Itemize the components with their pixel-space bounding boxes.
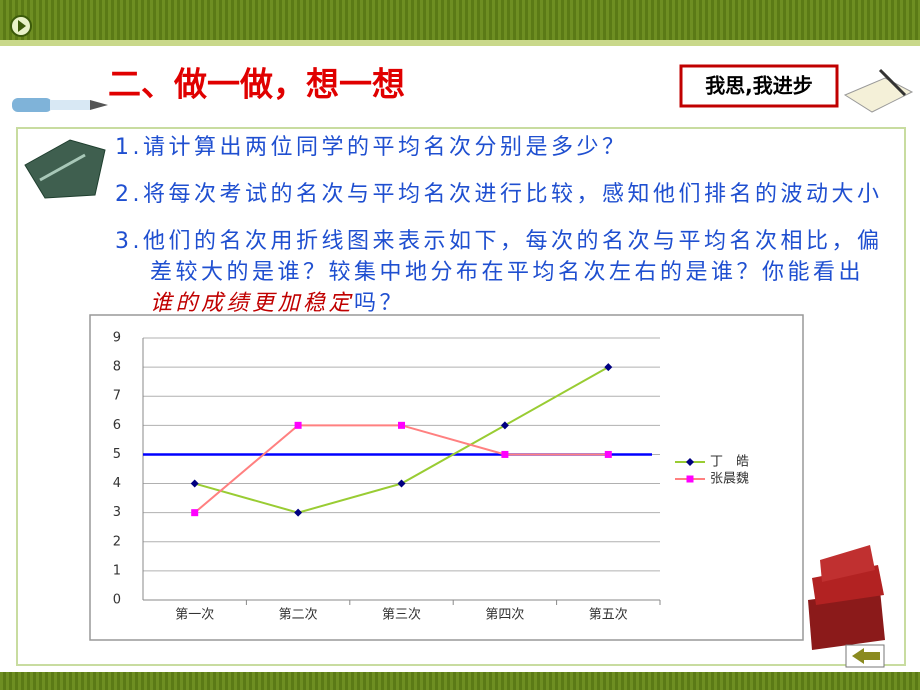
question-line: 3.他们的名次用折线图来表示如下，每次的名次与平均名次相比，偏 xyxy=(115,229,883,254)
question-line: 差较大的是谁？较集中地分布在平均名次左右的是谁？你能看出 xyxy=(150,260,864,285)
y-tick-label: 8 xyxy=(113,360,121,375)
question-number: 2. xyxy=(115,182,143,207)
question-text: 吗？ xyxy=(354,291,405,316)
top-bar-edge xyxy=(0,40,920,46)
y-tick-label: 0 xyxy=(113,593,121,608)
back-button[interactable] xyxy=(845,644,885,668)
point xyxy=(398,421,405,429)
question-line: 2.将每次考试的名次与平均名次进行比较，感知他们排名的波动大小 xyxy=(115,182,883,207)
question-line: 1.请计算出两位同学的平均名次分别是多少？ xyxy=(115,135,628,160)
x-tick-label: 第一次 xyxy=(175,607,214,623)
pen-icon xyxy=(12,98,108,112)
books-icon xyxy=(808,545,885,650)
point xyxy=(604,363,613,372)
y-tick-label: 3 xyxy=(113,505,121,520)
question-number: 1. xyxy=(115,135,143,160)
point xyxy=(604,450,612,458)
play-icon xyxy=(18,20,26,32)
legend-label: 张晨魏 xyxy=(710,472,749,487)
x-tick-label: 第三次 xyxy=(382,607,421,623)
x-tick-label: 第五次 xyxy=(589,607,628,623)
question-number: 3. xyxy=(115,229,143,254)
hand-icon xyxy=(24,139,106,199)
question-text: 将每次考试的名次与平均名次进行比较，感知他们排名的波动大小 xyxy=(143,182,883,207)
point xyxy=(294,421,302,429)
badge-box xyxy=(679,64,839,108)
x-tick-label: 第四次 xyxy=(485,607,524,623)
y-tick-label: 2 xyxy=(113,534,121,549)
y-tick-label: 7 xyxy=(113,389,121,404)
question-text: 请计算出两位同学的平均名次分别是多少？ xyxy=(143,135,628,160)
question-text: 差较大的是谁？较集中地分布在平均名次左右的是谁？你能看出 xyxy=(150,260,864,285)
point xyxy=(190,479,199,488)
bottom-bar xyxy=(0,672,920,690)
questions: 1.请计算出两位同学的平均名次分别是多少？2.将每次考试的名次与平均名次进行比较… xyxy=(115,135,883,316)
question-emphasis: 谁的成绩更加稳定 xyxy=(150,291,354,316)
point xyxy=(294,508,303,517)
legend-label: 丁 皓 xyxy=(710,455,749,470)
legend-marker xyxy=(686,475,694,483)
y-tick-label: 4 xyxy=(113,476,121,491)
point xyxy=(397,479,406,488)
slide-title: 二、做一做，想一想 xyxy=(108,65,405,104)
question-line: 谁的成绩更加稳定吗？ xyxy=(150,291,405,316)
top-bar xyxy=(0,0,920,46)
y-tick-label: 9 xyxy=(113,331,121,346)
point xyxy=(501,450,509,458)
chart-frame xyxy=(89,314,804,641)
point xyxy=(500,421,509,430)
y-tick-label: 1 xyxy=(113,563,121,578)
y-tick-label: 5 xyxy=(113,447,121,462)
x-tick-label: 第二次 xyxy=(279,607,318,623)
y-tick-label: 6 xyxy=(113,418,121,433)
question-text: 他们的名次用折线图来表示如下，每次的名次与平均名次相比，偏 xyxy=(143,229,883,254)
point xyxy=(191,509,199,517)
book-icon xyxy=(843,68,914,113)
badge-text: 我思,我进步 xyxy=(705,74,813,98)
legend-marker xyxy=(686,458,694,466)
content-box xyxy=(16,127,906,666)
